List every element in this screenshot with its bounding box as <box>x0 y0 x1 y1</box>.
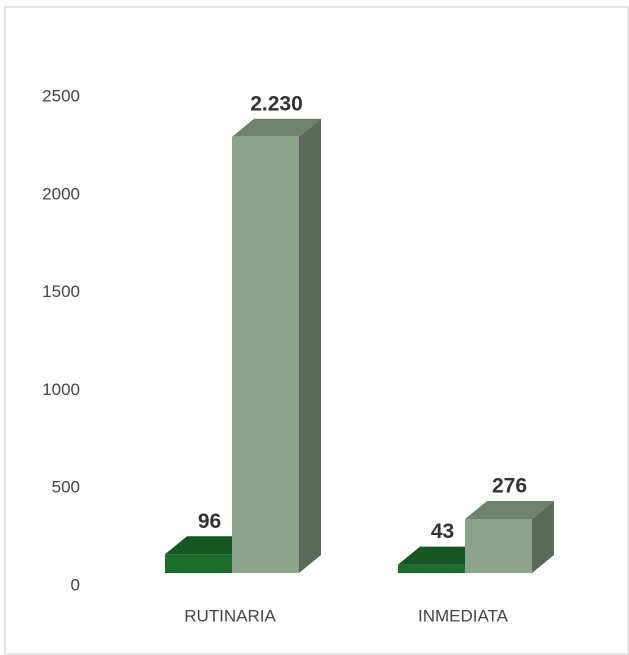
y-tick-label: 0 <box>71 575 80 594</box>
y-tick-label: 500 <box>52 478 80 497</box>
bar-top <box>232 118 321 137</box>
y-tick-label: 1500 <box>42 282 80 301</box>
y-tick-label: 2500 <box>42 86 80 105</box>
bar <box>465 501 554 573</box>
value-label: 96 <box>198 510 221 533</box>
y-tick-label: 2000 <box>42 184 80 203</box>
bar-top <box>398 546 487 565</box>
frame <box>4 6 629 655</box>
bar-side <box>299 118 321 573</box>
bar-face <box>465 519 532 573</box>
bar-face <box>398 564 465 573</box>
bar <box>232 118 321 573</box>
bar-top <box>465 501 554 520</box>
y-tick-label: 1000 <box>42 380 80 399</box>
value-label: 43 <box>431 520 454 543</box>
value-label: 2.230 <box>250 92 303 115</box>
bar-top <box>165 536 254 555</box>
x-tick-label: RUTINARIA <box>184 606 276 625</box>
bar-face <box>232 136 299 573</box>
bar-side <box>532 501 554 573</box>
value-label: 276 <box>492 475 527 498</box>
bar-face <box>165 554 232 573</box>
x-tick-label: INMEDIATA <box>418 606 509 625</box>
